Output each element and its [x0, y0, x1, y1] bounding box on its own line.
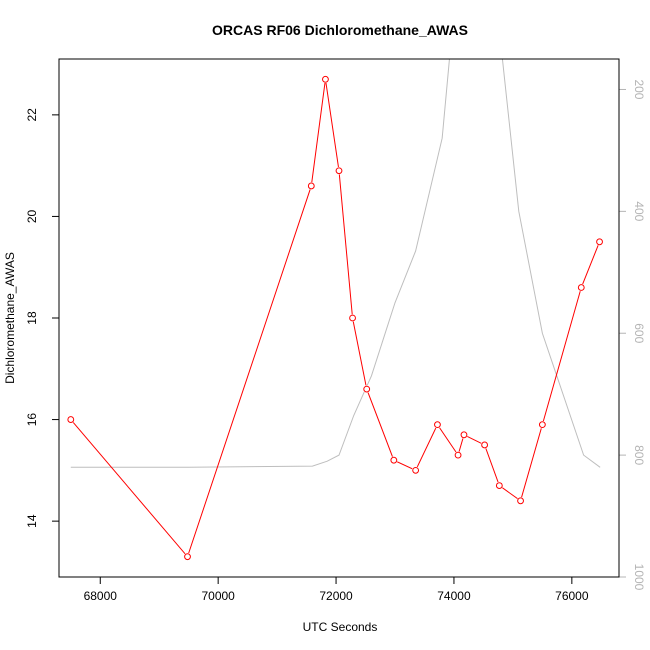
data-point: [390, 456, 398, 464]
y2-tick-label: 200: [632, 79, 646, 99]
y2-tick-label: 1000: [632, 564, 646, 591]
data-point: [596, 238, 603, 246]
y-axis-label: Dichloromethane_AWAS: [3, 252, 17, 384]
data-point: [307, 182, 315, 190]
chart-title: ORCAS RF06 Dichloromethane_AWAS: [212, 22, 468, 38]
series-line-secondary: [70, 59, 601, 468]
data-point: [577, 284, 585, 291]
data-point: [538, 421, 546, 429]
data-point: [434, 421, 441, 429]
series-line-primary: [70, 79, 601, 558]
plot-frame: [58, 58, 620, 578]
data-point: [454, 451, 462, 459]
y-axis: 14 16 18 20 22: [25, 108, 59, 528]
x-axis-label: UTC Seconds: [303, 620, 378, 634]
data-point: [460, 431, 468, 439]
y-tick-label: 22: [25, 108, 39, 122]
y-tick-label: 14: [25, 514, 39, 528]
data-point: [349, 314, 356, 322]
x-axis: 68000 70000 72000 74000 76000: [84, 577, 589, 603]
data-point: [363, 385, 371, 393]
data-point: [517, 497, 524, 505]
series-layer: [66, 59, 604, 561]
data-point: [412, 466, 420, 474]
y-tick-label: 16: [25, 413, 39, 427]
x-tick-label: 70000: [201, 589, 235, 603]
data-point: [495, 482, 503, 489]
y2-tick-label: 800: [632, 445, 646, 465]
x-tick-label: 76000: [555, 589, 589, 603]
y2-tick-label: 400: [632, 201, 646, 221]
data-point: [67, 416, 75, 423]
data-point: [322, 75, 329, 83]
x-tick-label: 74000: [437, 589, 471, 603]
y-tick-label: 20: [25, 209, 39, 223]
y2-tick-label: 600: [632, 323, 646, 343]
y-tick-label: 18: [25, 311, 39, 325]
data-point: [184, 553, 191, 561]
y2-axis: 200 400 600 800 1000: [619, 79, 646, 591]
x-tick-label: 68000: [84, 589, 118, 603]
data-point: [481, 441, 489, 449]
x-tick-label: 72000: [319, 589, 353, 603]
data-point: [335, 167, 343, 175]
